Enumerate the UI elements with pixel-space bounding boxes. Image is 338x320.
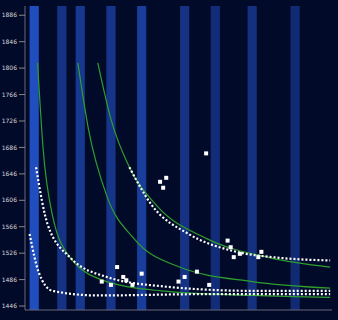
svg-text:1766: 1766 <box>2 91 17 98</box>
svg-text:1526: 1526 <box>2 249 17 256</box>
svg-text:1886: 1886 <box>2 11 17 18</box>
svg-text:1486: 1486 <box>2 276 17 283</box>
svg-text:1726: 1726 <box>2 117 17 124</box>
svg-text:1806: 1806 <box>2 64 17 71</box>
svg-text:1446: 1446 <box>2 302 17 309</box>
svg-text:1846: 1846 <box>2 38 17 45</box>
svg-text:1646: 1646 <box>2 170 17 177</box>
svg-text:1686: 1686 <box>2 144 17 151</box>
svg-text:1606: 1606 <box>2 196 17 203</box>
svg-text:1566: 1566 <box>2 223 17 230</box>
